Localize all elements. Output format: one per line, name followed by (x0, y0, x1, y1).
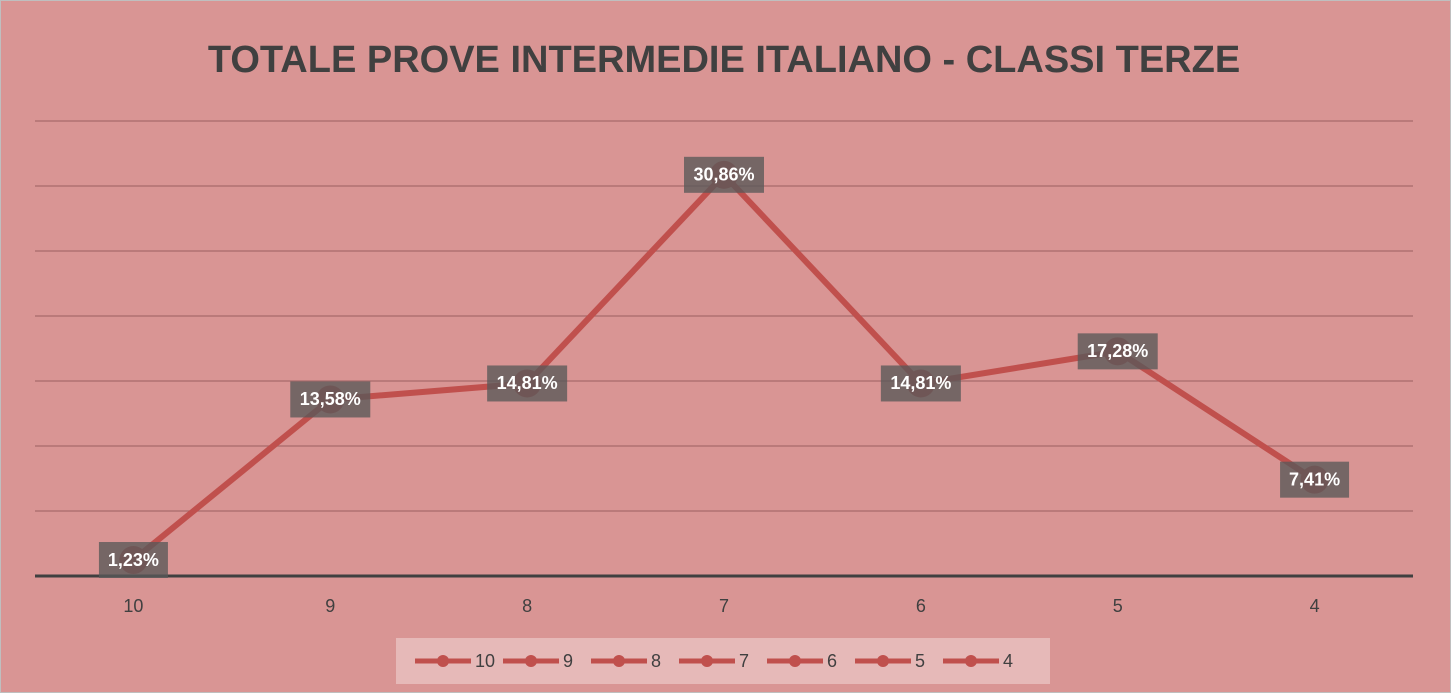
x-tick-label: 9 (325, 596, 335, 616)
data-label: 17,28% (1087, 341, 1148, 361)
legend-marker (789, 655, 801, 667)
legend-marker (525, 655, 537, 667)
legend-label: 9 (563, 651, 573, 671)
data-label: 7,41% (1289, 469, 1340, 489)
legend-marker (437, 655, 449, 667)
legend-marker (701, 655, 713, 667)
data-label-box (880, 365, 961, 402)
data-label-box (98, 542, 168, 579)
data-label-box (290, 381, 371, 418)
x-tick-label: 6 (916, 596, 926, 616)
data-label-box (684, 156, 764, 193)
x-tick-label: 5 (1113, 596, 1123, 616)
data-label: 14,81% (890, 373, 951, 393)
x-tick-label: 8 (522, 596, 532, 616)
legend-label: 4 (1003, 651, 1013, 671)
x-tick-label: 7 (719, 596, 729, 616)
legend-label: 10 (475, 651, 495, 671)
legend-label: 7 (739, 651, 749, 671)
chart-title: TOTALE PROVE INTERMEDIE ITALIANO - CLASS… (208, 39, 1240, 81)
data-label: 14,81% (497, 373, 558, 393)
legend-label: 8 (651, 651, 661, 671)
data-label-box (487, 365, 568, 402)
legend-marker (877, 655, 889, 667)
legend-marker (965, 655, 977, 667)
x-tick-label: 10 (123, 596, 143, 616)
x-tick-label: 4 (1310, 596, 1320, 616)
legend-label: 6 (827, 651, 837, 671)
data-label: 30,86% (693, 165, 754, 185)
legend-marker (613, 655, 625, 667)
data-label: 1,23% (108, 550, 159, 570)
data-label-box (1280, 461, 1350, 498)
data-label-box (1077, 333, 1158, 370)
legend-label: 5 (915, 651, 925, 671)
data-label: 13,58% (300, 389, 361, 409)
